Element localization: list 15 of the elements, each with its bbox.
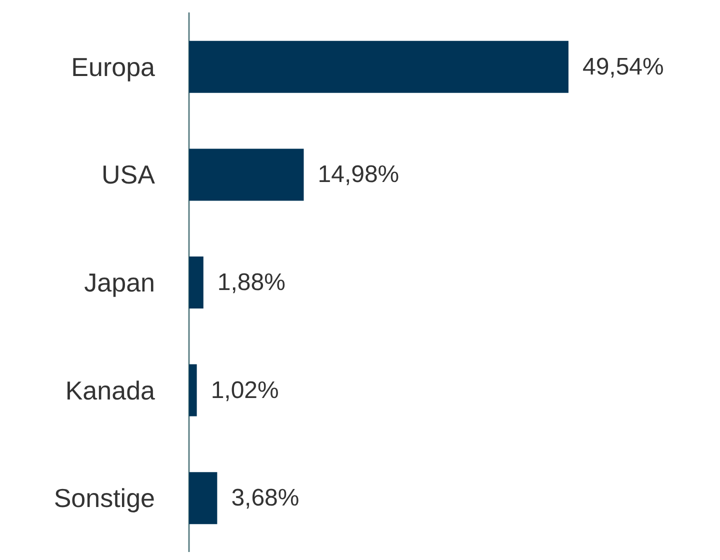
data-label: 49,54% bbox=[582, 53, 664, 80]
y-tick-label: Kanada bbox=[65, 375, 156, 406]
data-label: 1,02% bbox=[210, 376, 279, 404]
y-tick-label: Europa bbox=[71, 52, 156, 82]
bar bbox=[189, 364, 197, 416]
y-tick-label: Sonstige bbox=[54, 483, 155, 514]
bar bbox=[189, 472, 218, 524]
bar bbox=[189, 148, 304, 201]
data-label: 1,88% bbox=[217, 269, 286, 296]
data-label: 3,68% bbox=[231, 484, 300, 512]
y-tick-label: Japan bbox=[84, 268, 155, 298]
bar bbox=[189, 256, 204, 308]
bar bbox=[189, 40, 568, 93]
data-label: 14,98% bbox=[318, 161, 400, 188]
y-tick-label: USA bbox=[102, 160, 156, 190]
